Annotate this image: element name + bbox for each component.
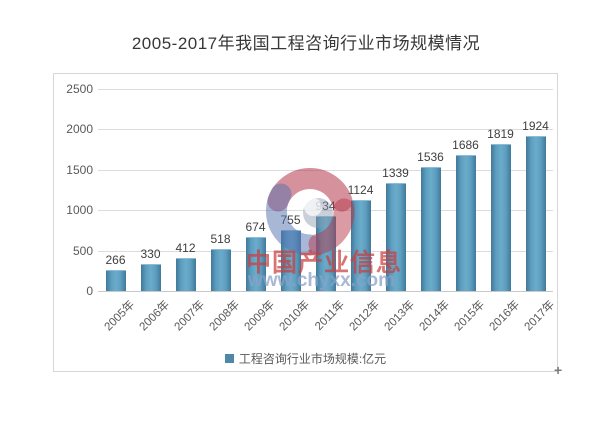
chart-area: 工程咨询行业市场规模:亿元 中国产业信息 www.chyxx.com 0 500 1… [53, 73, 558, 372]
chart-title: 2005-2017年我国工程咨询行业市场规模情况 [131, 34, 481, 53]
gridline [98, 89, 553, 90]
bar [245, 236, 266, 291]
bar-value-label: 1819 [487, 127, 514, 142]
bar-value-label: 674 [245, 219, 266, 234]
bar-value-label: 1686 [452, 137, 479, 152]
bar-value-label: 266 [105, 252, 126, 267]
bar-value-label: 412 [175, 240, 196, 255]
x-axis-line [98, 291, 553, 292]
bar [525, 135, 546, 291]
bar [140, 264, 161, 291]
legend-label: 工程咨询行业市场规模:亿元 [238, 352, 387, 366]
bar [420, 166, 441, 291]
y-tick-label: 1500 [66, 162, 93, 177]
bar-value-label: 755 [280, 212, 301, 227]
bar [280, 229, 301, 291]
y-tick-label: 2000 [66, 122, 93, 137]
gridline [98, 129, 553, 131]
bar [385, 182, 406, 291]
bar [350, 200, 371, 291]
bar [105, 269, 126, 291]
y-tick-label: 2500 [66, 82, 93, 96]
bar-value-label: 934 [315, 198, 336, 213]
legend-marker-icon [224, 354, 234, 363]
bar [315, 215, 336, 291]
legend: 工程咨询行业市场规模:亿元 [54, 350, 557, 367]
bar [210, 249, 231, 291]
bar-value-label: 1536 [417, 149, 444, 164]
resize-handle-icon: + [554, 362, 563, 378]
bar-value-label: 1924 [522, 118, 549, 133]
bar-value-label: 1339 [382, 165, 409, 180]
y-tick-label: 1000 [66, 203, 93, 218]
bar [490, 144, 511, 291]
bar [175, 257, 196, 291]
bar [455, 154, 476, 291]
bar-value-label: 1124 [347, 183, 374, 198]
y-tick-label: 0 [86, 284, 93, 298]
y-tick-label: 500 [72, 243, 93, 258]
gridline [98, 169, 553, 171]
bar-value-label: 330 [140, 247, 161, 262]
bar-value-label: 518 [210, 232, 231, 247]
